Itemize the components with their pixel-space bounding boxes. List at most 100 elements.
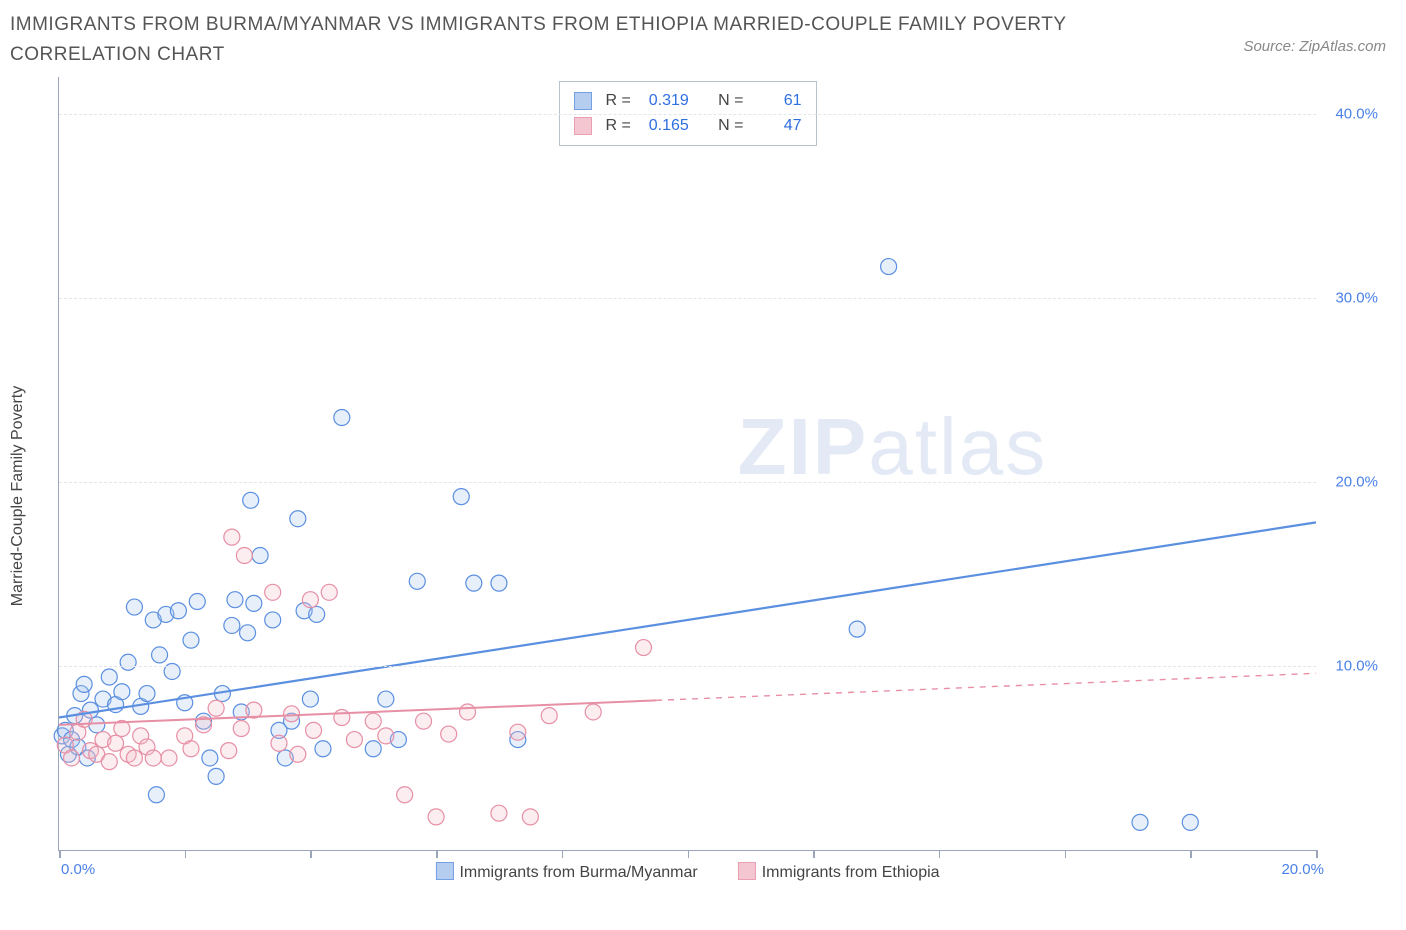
data-point <box>183 632 199 648</box>
data-point <box>1132 814 1148 830</box>
data-point <box>466 575 482 591</box>
data-point <box>365 713 381 729</box>
legend-label: Immigrants from Burma/Myanmar <box>459 864 697 881</box>
stat-r-value: 0.319 <box>639 88 689 114</box>
data-point <box>522 809 538 825</box>
data-point <box>315 741 331 757</box>
stat-n-value: 47 <box>752 113 802 139</box>
legend-swatch <box>435 862 453 880</box>
data-point <box>101 669 117 685</box>
x-tick <box>1190 850 1192 858</box>
data-point <box>441 726 457 742</box>
data-point <box>208 700 224 716</box>
data-point <box>365 741 381 757</box>
data-point <box>236 547 252 563</box>
data-point <box>101 753 117 769</box>
data-point <box>541 707 557 723</box>
data-point <box>302 591 318 607</box>
stat-n-label: N = <box>718 113 743 139</box>
data-point <box>208 768 224 784</box>
stat-r-value: 0.165 <box>639 113 689 139</box>
x-tick-first: 0.0% <box>61 861 95 878</box>
chart-container: Married-Couple Family Poverty ZIPatlas R… <box>10 77 1386 897</box>
legend-swatch <box>573 117 591 135</box>
x-tick <box>939 850 941 858</box>
y-axis-label: Married-Couple Family Poverty <box>9 386 27 607</box>
data-point <box>302 691 318 707</box>
data-point <box>284 706 300 722</box>
data-point <box>243 492 259 508</box>
x-tick <box>1065 850 1067 858</box>
data-point <box>334 409 350 425</box>
data-point <box>378 691 394 707</box>
data-point <box>183 741 199 757</box>
y-tick-label: 20.0% <box>1335 473 1378 490</box>
x-tick <box>59 850 61 858</box>
data-point <box>428 809 444 825</box>
x-tick <box>562 850 564 858</box>
data-point <box>585 704 601 720</box>
chart-title: IMMIGRANTS FROM BURMA/MYANMAR VS IMMIGRA… <box>10 10 1110 71</box>
data-point <box>1182 814 1198 830</box>
data-point <box>309 606 325 622</box>
x-tick-last: 20.0% <box>1281 861 1324 878</box>
legend-item: Immigrants from Burma/Myanmar <box>435 862 697 882</box>
grid-line <box>59 666 1316 667</box>
data-point <box>265 584 281 600</box>
x-tick <box>813 850 815 858</box>
data-point <box>510 724 526 740</box>
data-point <box>409 573 425 589</box>
data-point <box>64 750 80 766</box>
legend-swatch <box>573 92 591 110</box>
data-point <box>881 258 897 274</box>
data-point <box>126 750 142 766</box>
data-point <box>161 750 177 766</box>
y-tick-label: 10.0% <box>1335 657 1378 674</box>
data-point <box>346 731 362 747</box>
stat-row: R = 0.319 N = 61 <box>573 88 801 114</box>
data-point <box>491 575 507 591</box>
legend-swatch <box>738 862 756 880</box>
data-point <box>170 603 186 619</box>
plot-area: ZIPatlas R = 0.319 N = 61R = 0.165 N = 4… <box>58 77 1316 851</box>
data-point <box>202 750 218 766</box>
data-point <box>148 787 164 803</box>
legend-item: Immigrants from Ethiopia <box>738 862 940 882</box>
bottom-legend: Immigrants from Burma/Myanmar Immigrants … <box>435 862 939 882</box>
grid-line <box>59 114 1316 115</box>
stat-row: R = 0.165 N = 47 <box>573 113 801 139</box>
x-tick <box>436 850 438 858</box>
data-point <box>227 591 243 607</box>
data-point <box>306 722 322 738</box>
trend-line-extrapolated <box>656 673 1316 700</box>
data-point <box>321 584 337 600</box>
data-point <box>246 595 262 611</box>
data-point <box>139 685 155 701</box>
data-point <box>397 787 413 803</box>
data-point <box>114 684 130 700</box>
data-point <box>240 625 256 641</box>
x-tick <box>185 850 187 858</box>
data-point <box>224 617 240 633</box>
x-tick <box>688 850 690 858</box>
data-point <box>108 735 124 751</box>
legend-label: Immigrants from Ethiopia <box>762 864 940 881</box>
data-point <box>120 654 136 670</box>
source-label: Source: ZipAtlas.com <box>1243 38 1386 55</box>
data-point <box>849 621 865 637</box>
data-point <box>233 720 249 736</box>
grid-line <box>59 298 1316 299</box>
scatter-svg <box>59 77 1316 850</box>
data-point <box>460 704 476 720</box>
data-point <box>290 510 306 526</box>
data-point <box>290 746 306 762</box>
data-point <box>76 676 92 692</box>
data-point <box>491 805 507 821</box>
data-point <box>252 547 268 563</box>
data-point <box>265 612 281 628</box>
grid-line <box>59 482 1316 483</box>
data-point <box>152 647 168 663</box>
x-tick <box>310 850 312 858</box>
data-point <box>145 750 161 766</box>
data-point <box>453 488 469 504</box>
